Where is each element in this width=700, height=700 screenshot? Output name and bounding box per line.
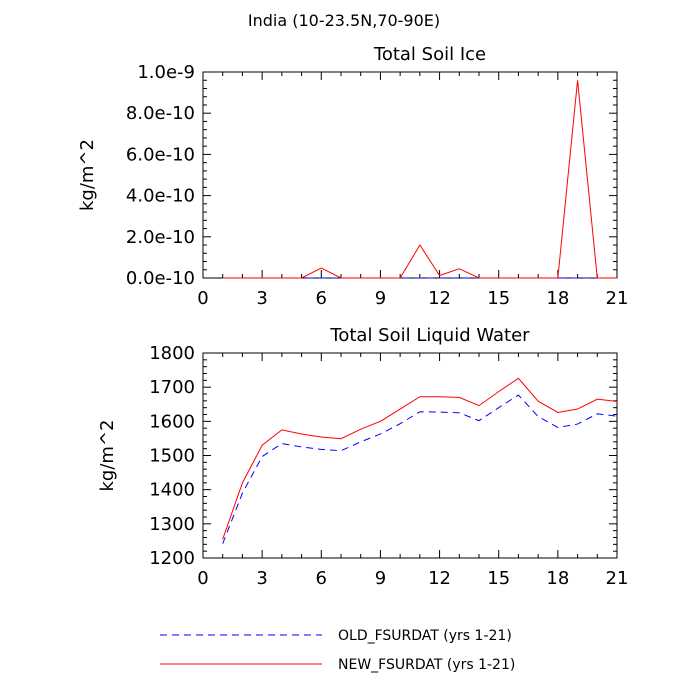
x-tick-label: 12 [428,568,451,589]
y-tick-label: 1600 [149,411,195,432]
x-tick-label: 21 [606,568,629,589]
plot-frame [202,71,618,279]
series-line-new-fsurdat [222,80,617,279]
y-axis-label: kg/m^2 [77,139,98,211]
x-tick-label: 9 [375,288,386,309]
series-line-old-fsurdat [222,394,618,544]
x-tick-label: 0 [197,288,208,309]
legend-label: OLD_FSURDAT (yrs 1-21) [338,628,512,644]
y-tick-label: 4.0e-10 [126,186,195,207]
y-tick-label: 1800 [149,343,195,364]
y-tick-label: 1700 [149,377,195,398]
x-tick-label: 3 [256,568,267,589]
series-line-new-fsurdat [222,377,618,540]
y-tick-label: 8.0e-10 [126,103,195,124]
x-tick-label: 9 [375,568,386,589]
x-tick-label: 18 [546,568,569,589]
y-tick-label: 1500 [149,446,195,467]
legend-label: NEW_FSURDAT (yrs 1-21) [338,657,515,673]
y-tick-label: 1.0e-9 [137,62,195,83]
plot-frame [202,352,618,559]
y-tick-label: 1200 [149,548,195,569]
x-tick-label: 21 [606,288,629,309]
x-tick-label: 15 [487,568,510,589]
x-tick-label: 18 [546,288,569,309]
figure-title: India (10-23.5N,70-90E) [248,11,440,30]
x-tick-label: 0 [197,568,208,589]
y-tick-label: 0.0e-10 [126,268,195,289]
panel-total-soil-liquid-water: 0 3 6 9 12 15 18 21 1200 1300 1400 1500 1600 1700 1800… [97,325,628,589]
y-tick-label: 1300 [149,514,195,535]
x-tick-label: 12 [428,288,451,309]
x-tick-label: 3 [256,288,267,309]
y-tick-label: 6.0e-10 [126,144,195,165]
panel-title: Total Soil Ice [373,44,486,65]
x-tick-label: 15 [487,288,510,309]
x-tick-label: 6 [316,568,327,589]
panel-title: Total Soil Liquid Water [329,325,530,346]
panel-total-soil-ice: 0 3 6 9 12 15 18 21 0.0e-10 2.0e-10 4.0e-10 6.0e-10… [77,44,628,309]
y-tick-label: 2.0e-10 [126,227,195,248]
y-axis-label: kg/m^2 [97,420,118,492]
x-tick-label: 6 [316,288,327,309]
legend: OLD_FSURDAT (yrs 1-21) NEW_FSURDAT (yrs 1… [160,628,515,673]
y-tick-label: 1400 [149,480,195,501]
